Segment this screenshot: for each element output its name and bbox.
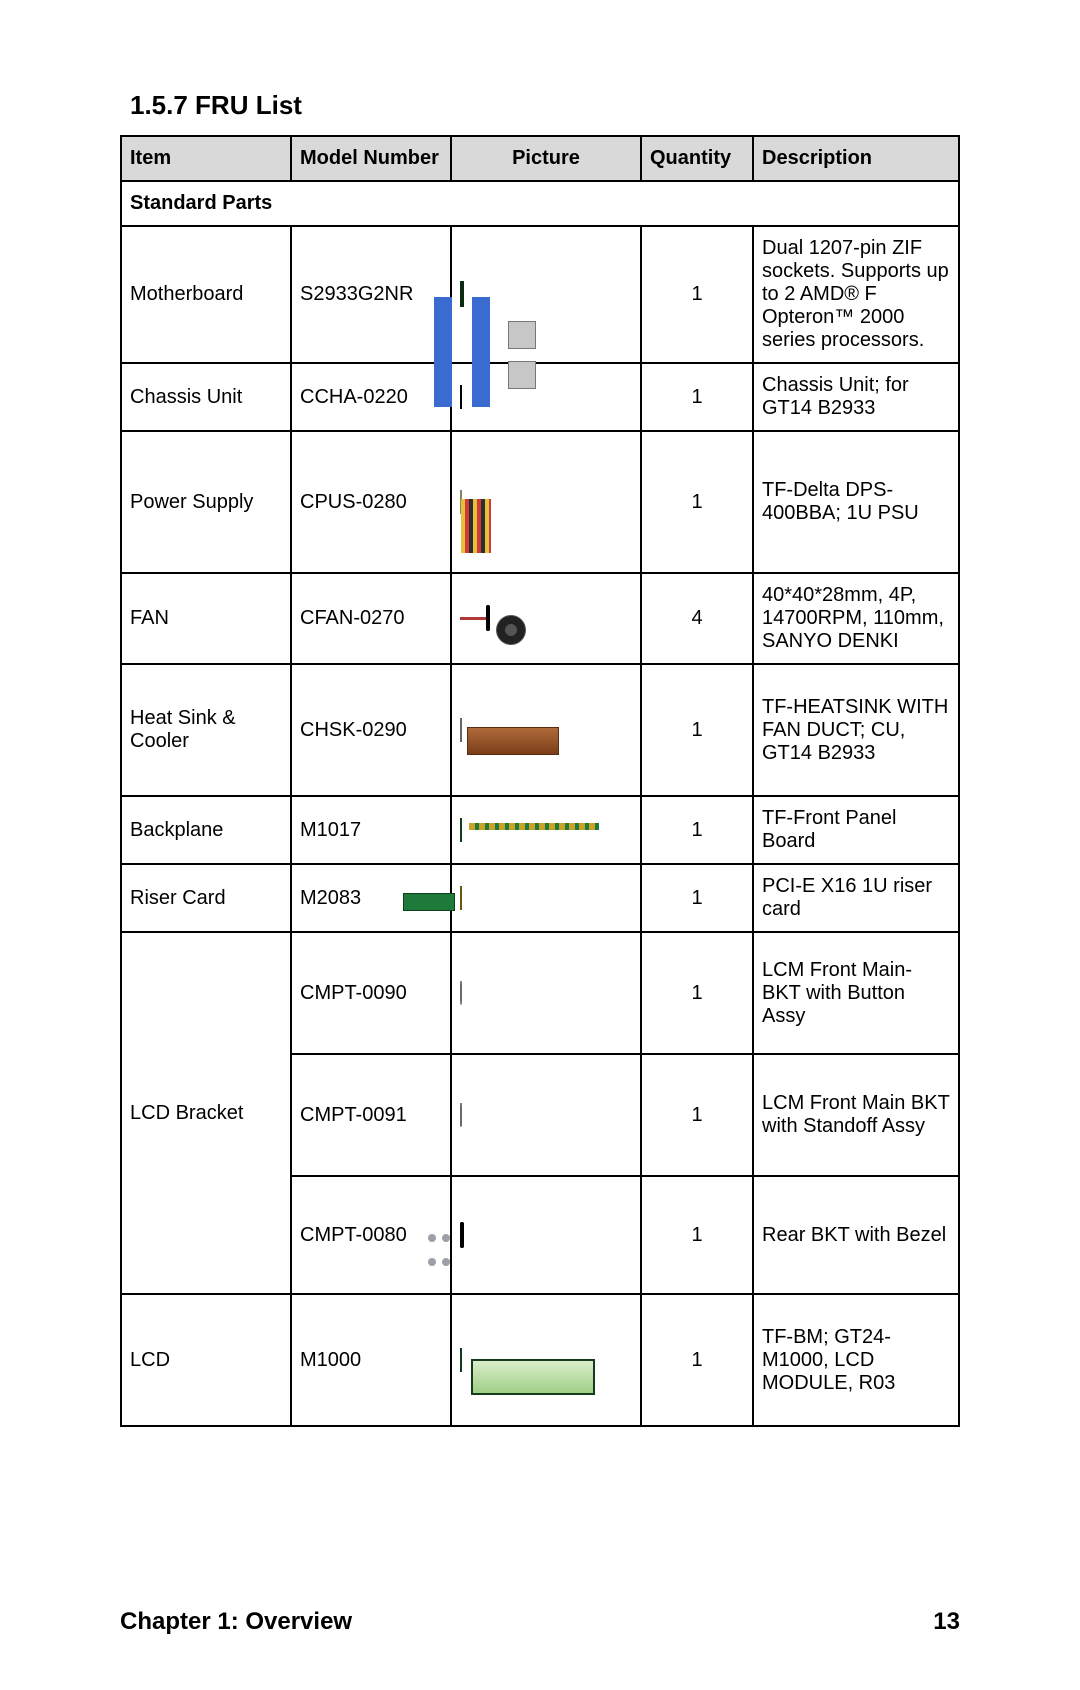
cell-item: Heat Sink & Cooler [121, 664, 291, 796]
table-row: LCD Bracket CMPT-0090 1 LCM Front Main-B… [121, 932, 959, 1054]
bezel-icon [460, 1224, 464, 1247]
cell-model: CPUS-0280 [291, 431, 451, 573]
cell-item: FAN [121, 573, 291, 664]
cell-model: CFAN-0270 [291, 573, 451, 664]
cell-model: CMPT-0091 [291, 1054, 451, 1176]
cell-desc: LCM Front Main BKT with Standoff Assy [753, 1054, 959, 1176]
cell-desc: TF-BM; GT24-M1000, LCD MODULE, R03 [753, 1294, 959, 1426]
section-title: 1.5.7 FRU List [130, 90, 960, 121]
riser-card-icon [460, 887, 462, 910]
cell-model: S2933G2NR [291, 226, 451, 363]
cell-model: CHSK-0290 [291, 664, 451, 796]
cell-model: CMPT-0090 [291, 932, 451, 1054]
fru-table: Item Model Number Picture Quantity Descr… [120, 135, 960, 1427]
table-row: FAN CFAN-0270 4 40*40*28mm, 4P, 14700RPM… [121, 573, 959, 664]
section-row: Standard Parts [121, 181, 959, 226]
cell-qty: 1 [641, 431, 753, 573]
table-row: Motherboard S2933G2NR 1 Dual 1207-pin ZI… [121, 226, 959, 363]
col-item: Item [121, 136, 291, 181]
cell-picture [451, 573, 641, 664]
cell-qty: 1 [641, 664, 753, 796]
cell-picture [451, 1054, 641, 1176]
cell-item: LCD Bracket [121, 932, 291, 1294]
cell-picture [451, 796, 641, 864]
col-desc: Description [753, 136, 959, 181]
table-row: Riser Card M2083 1 PCI-E X16 1U riser ca… [121, 864, 959, 932]
col-qty: Quantity [641, 136, 753, 181]
cell-qty: 1 [641, 1176, 753, 1294]
cell-qty: 1 [641, 363, 753, 431]
cell-desc: Chassis Unit; for GT14 B2933 [753, 363, 959, 431]
cell-desc: PCI-E X16 1U riser card [753, 864, 959, 932]
lcd-module-icon [460, 1349, 462, 1372]
cell-item: Riser Card [121, 864, 291, 932]
table-row: Chassis Unit CCHA-0220 1 Chassis Unit; f… [121, 363, 959, 431]
cell-desc: Rear BKT with Bezel [753, 1176, 959, 1294]
cell-qty: 1 [641, 1054, 753, 1176]
cell-qty: 1 [641, 864, 753, 932]
table-row: Backplane M1017 1 TF-Front Panel Board [121, 796, 959, 864]
cell-item: Motherboard [121, 226, 291, 363]
cell-model: CCHA-0220 [291, 363, 451, 431]
fan-icon [460, 607, 490, 630]
cell-picture [451, 1294, 641, 1426]
cell-model: CMPT-0080 [291, 1176, 451, 1294]
cell-model: M1000 [291, 1294, 451, 1426]
cell-desc: TF-Front Panel Board [753, 796, 959, 864]
col-model: Model Number [291, 136, 451, 181]
section-label: Standard Parts [121, 181, 959, 226]
table-row: Heat Sink & Cooler CHSK-0290 1 TF-HEATSI… [121, 664, 959, 796]
table-header-row: Item Model Number Picture Quantity Descr… [121, 136, 959, 181]
cell-picture [451, 664, 641, 796]
cell-picture [451, 226, 641, 363]
cell-qty: 4 [641, 573, 753, 664]
page-footer: Chapter 1: Overview 13 [120, 1608, 960, 1636]
cell-desc: Dual 1207-pin ZIF sockets. Supports up t… [753, 226, 959, 363]
cell-qty: 1 [641, 1294, 753, 1426]
motherboard-icon [460, 283, 464, 306]
backplane-icon [460, 819, 462, 842]
footer-page-number: 13 [933, 1608, 960, 1636]
cell-item: Power Supply [121, 431, 291, 573]
chassis-icon [460, 386, 462, 409]
cell-qty: 1 [641, 932, 753, 1054]
cell-picture [451, 431, 641, 573]
col-picture: Picture [451, 136, 641, 181]
cell-item: Backplane [121, 796, 291, 864]
cell-qty: 1 [641, 796, 753, 864]
cell-item: LCD [121, 1294, 291, 1426]
cell-item: Chassis Unit [121, 363, 291, 431]
heatsink-icon [460, 719, 462, 742]
cell-picture [451, 1176, 641, 1294]
cell-picture [451, 864, 641, 932]
psu-icon [460, 491, 462, 514]
page: 1.5.7 FRU List Item Model Number Picture… [0, 0, 1080, 1690]
cell-model: M1017 [291, 796, 451, 864]
bracket-button-icon [460, 982, 462, 1005]
footer-chapter: Chapter 1: Overview [120, 1608, 352, 1636]
cell-qty: 1 [641, 226, 753, 363]
cell-desc: TF-Delta DPS-400BBA; 1U PSU [753, 431, 959, 573]
cell-desc: TF-HEATSINK WITH FAN DUCT; CU, GT14 B293… [753, 664, 959, 796]
cell-desc: LCM Front Main-BKT with Button Assy [753, 932, 959, 1054]
bracket-standoff-icon [460, 1104, 462, 1127]
table-row: LCD M1000 1 TF-BM; GT24-M1000, LCD MODUL… [121, 1294, 959, 1426]
cell-picture [451, 932, 641, 1054]
table-row: Power Supply CPUS-0280 1 TF-Delta DPS-40… [121, 431, 959, 573]
cell-desc: 40*40*28mm, 4P, 14700RPM, 110mm, SANYO D… [753, 573, 959, 664]
